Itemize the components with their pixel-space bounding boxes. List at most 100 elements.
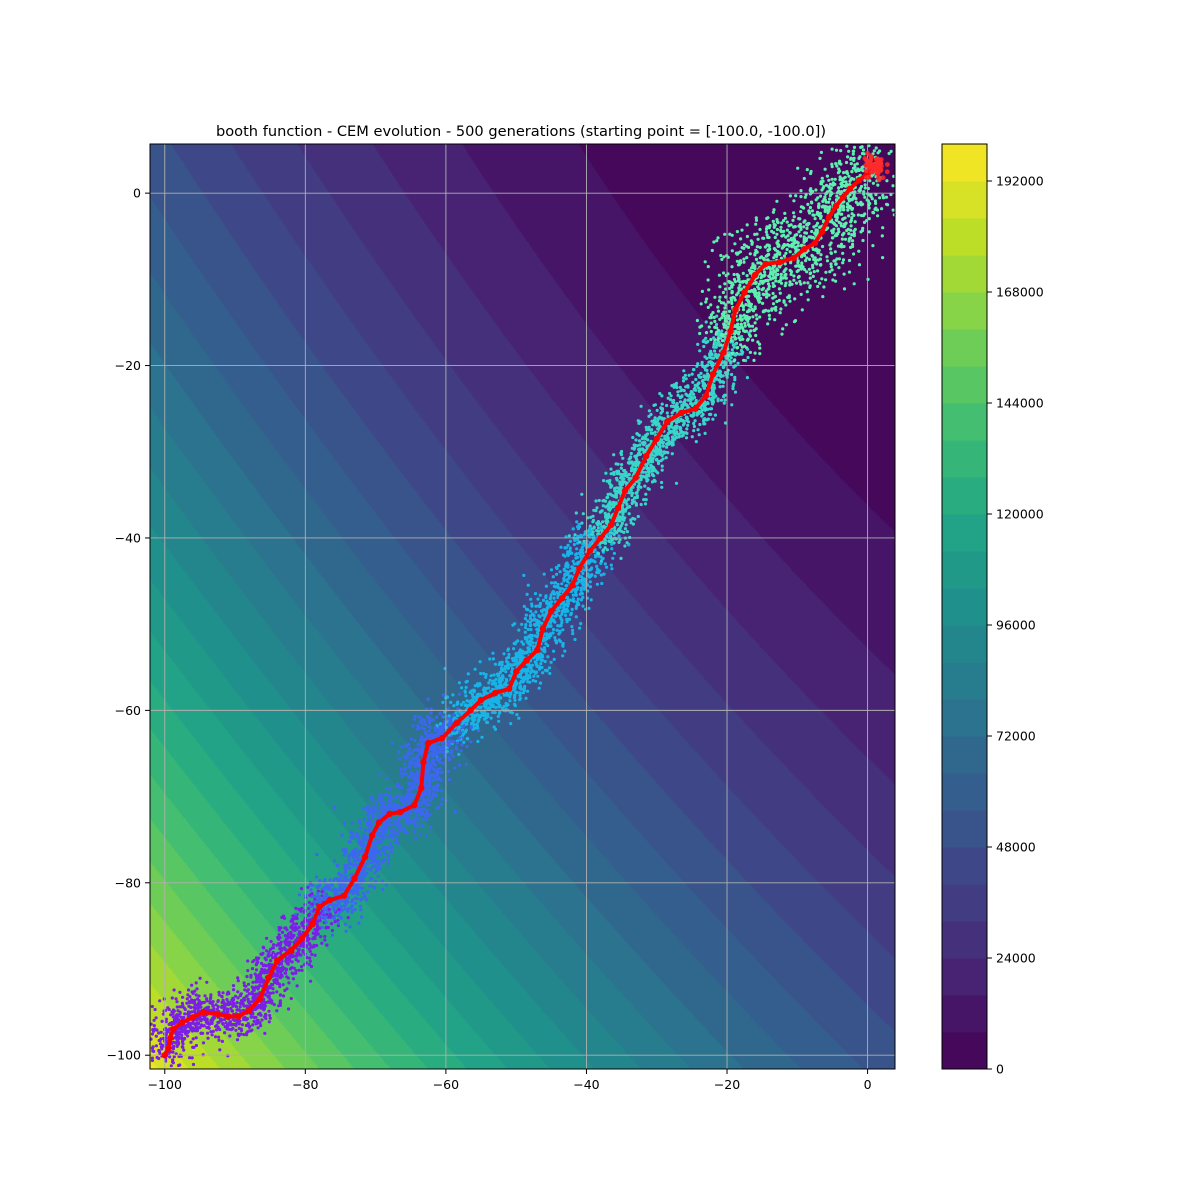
population-point	[405, 792, 409, 796]
population-point	[403, 766, 407, 770]
population-point	[549, 593, 553, 597]
population-point	[473, 667, 477, 671]
population-point	[416, 824, 420, 828]
population-point	[792, 199, 796, 203]
population-point	[660, 485, 664, 489]
population-point	[635, 490, 639, 495]
population-point	[642, 466, 646, 470]
population-point	[524, 613, 528, 617]
population-point	[694, 440, 698, 444]
population-point	[400, 745, 404, 749]
population-point	[358, 904, 363, 908]
population-point	[271, 950, 275, 955]
population-point	[846, 208, 850, 212]
population-point	[829, 262, 833, 266]
population-point	[641, 435, 645, 439]
population-point	[186, 1034, 190, 1038]
population-point	[164, 1017, 168, 1021]
population-point	[218, 1048, 222, 1052]
population-point	[605, 548, 610, 552]
population-point	[833, 250, 837, 254]
population-point	[665, 403, 669, 408]
population-point	[800, 255, 804, 259]
population-point	[541, 671, 545, 675]
population-point	[756, 261, 760, 265]
population-point	[627, 491, 632, 495]
population-point	[716, 309, 721, 313]
population-point	[681, 433, 685, 437]
population-point	[190, 983, 194, 987]
population-point	[497, 678, 501, 683]
population-point	[771, 291, 775, 296]
population-point	[355, 851, 359, 855]
population-point	[830, 268, 834, 272]
population-point	[741, 326, 745, 330]
population-point	[473, 726, 477, 730]
population-point	[400, 794, 404, 798]
population-point	[649, 431, 653, 435]
population-point	[527, 647, 531, 651]
population-point	[170, 1046, 174, 1050]
population-point	[743, 321, 747, 325]
population-point	[577, 525, 582, 529]
population-point	[520, 649, 525, 653]
population-point	[723, 316, 727, 320]
population-point	[698, 422, 702, 427]
population-point	[830, 236, 835, 240]
population-point	[574, 590, 578, 595]
population-point	[861, 148, 866, 152]
population-point	[235, 1001, 239, 1005]
population-point	[195, 987, 199, 991]
population-point	[533, 592, 538, 596]
population-point	[409, 773, 413, 778]
population-point	[464, 680, 468, 684]
population-point	[453, 766, 457, 770]
population-point	[573, 533, 577, 537]
population-point	[712, 240, 716, 244]
population-point	[676, 393, 680, 397]
population-point	[658, 392, 662, 396]
population-point	[388, 787, 392, 791]
population-point	[733, 390, 738, 394]
population-point	[685, 427, 689, 431]
population-point	[709, 313, 714, 317]
population-point	[266, 995, 270, 999]
population-point	[528, 650, 532, 654]
population-point	[279, 940, 283, 944]
population-point	[496, 714, 500, 719]
population-point	[164, 1020, 168, 1024]
population-point	[199, 1024, 203, 1028]
population-point	[507, 652, 511, 657]
population-point	[563, 649, 567, 653]
population-point	[389, 829, 393, 833]
population-point	[389, 850, 394, 854]
population-point	[735, 230, 740, 234]
population-point	[236, 996, 240, 1000]
population-point	[818, 156, 822, 160]
population-point	[704, 340, 708, 344]
population-point	[758, 352, 762, 356]
population-point	[357, 853, 361, 857]
population-point	[851, 239, 855, 243]
population-point	[626, 497, 631, 501]
population-point	[690, 435, 694, 439]
population-point	[813, 279, 818, 283]
population-point	[373, 886, 377, 890]
population-point	[343, 907, 347, 911]
population-point	[420, 726, 424, 730]
population-point	[767, 248, 771, 252]
population-point	[620, 463, 624, 467]
population-point	[371, 852, 375, 856]
population-point	[369, 884, 373, 888]
population-point	[618, 526, 622, 530]
population-point	[472, 723, 477, 727]
population-point	[834, 218, 838, 222]
population-point	[299, 909, 303, 913]
population-point	[384, 883, 388, 887]
population-point	[842, 171, 846, 175]
population-point	[660, 480, 664, 485]
population-point	[554, 614, 558, 619]
population-point	[281, 983, 285, 987]
population-point	[380, 796, 384, 800]
population-point	[261, 945, 265, 949]
